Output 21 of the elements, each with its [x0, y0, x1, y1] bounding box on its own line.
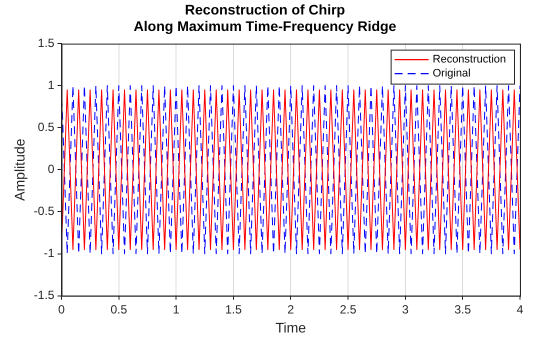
y-tick-label: 1.5	[38, 36, 55, 50]
y-tick-label: 1	[48, 78, 55, 92]
x-tick-label: 3	[402, 302, 410, 316]
y-tick-label: -1.5	[34, 288, 55, 302]
x-tick-label: 2	[287, 302, 294, 316]
legend-label: Original	[432, 68, 471, 80]
legend-label: Reconstruction	[432, 54, 506, 66]
chart-title: Reconstruction of Chirp Along Maximum Time-Frequency Ridge	[134, 1, 397, 34]
x-tick-label: 3.5	[454, 302, 472, 316]
y-tick-label: -1	[44, 246, 55, 260]
x-tick-label: 0.5	[110, 302, 128, 316]
y-tick-label: -0.5	[34, 204, 55, 218]
y-tick-label: 0	[48, 162, 55, 176]
x-tick-label: 0	[58, 302, 66, 316]
x-tick-label: 4	[516, 302, 524, 316]
x-axis-title: Time	[275, 319, 306, 336]
x-tick-label: 1	[172, 302, 180, 316]
x-tick-label: 1.5	[225, 302, 242, 316]
y-axis-title: Amplitude	[11, 138, 28, 201]
y-tick-label: 0.5	[38, 120, 55, 134]
x-tick-label: 2.5	[340, 302, 357, 316]
